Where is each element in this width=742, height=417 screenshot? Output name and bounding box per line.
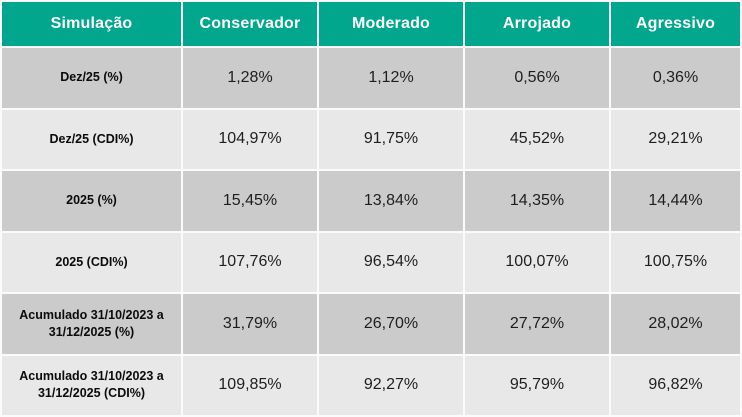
header-cell-simulacao: Simulação: [2, 2, 181, 46]
header-cell-agressivo: Agressivo: [611, 2, 740, 46]
cell-value: 96,54%: [319, 232, 463, 292]
cell-value: 109,85%: [183, 355, 317, 415]
cell-value: 15,45%: [183, 171, 317, 231]
cell-value: 0,36%: [611, 48, 740, 108]
table-body: Dez/25 (%) 1,28% 1,12% 0,56% 0,36% Dez/2…: [2, 48, 740, 415]
cell-value: 26,70%: [319, 294, 463, 354]
cell-value: 31,79%: [183, 294, 317, 354]
cell-value: 27,72%: [465, 294, 609, 354]
cell-value: 13,84%: [319, 171, 463, 231]
cell-value: 91,75%: [319, 109, 463, 169]
row-label: Acumulado 31/10/2023 a 31/12/2025 (CDI%): [2, 355, 181, 415]
cell-value: 1,28%: [183, 48, 317, 108]
cell-value: 1,12%: [319, 48, 463, 108]
row-label: 2025 (%): [2, 171, 181, 231]
cell-value: 45,52%: [465, 109, 609, 169]
cell-value: 100,75%: [611, 232, 740, 292]
row-label: 2025 (CDI%): [2, 232, 181, 292]
cell-value: 14,44%: [611, 171, 740, 231]
table-header: Simulação Conservador Moderado Arrojado …: [2, 2, 740, 46]
cell-value: 107,76%: [183, 232, 317, 292]
cell-value: 92,27%: [319, 355, 463, 415]
header-cell-arrojado: Arrojado: [465, 2, 609, 46]
table-row: Dez/25 (%) 1,28% 1,12% 0,56% 0,36%: [2, 48, 740, 108]
table-row: Acumulado 31/10/2023 a 31/12/2025 (CDI%)…: [2, 355, 740, 415]
header-cell-conservador: Conservador: [183, 2, 317, 46]
cell-value: 100,07%: [465, 232, 609, 292]
cell-value: 14,35%: [465, 171, 609, 231]
table-row: Dez/25 (CDI%) 104,97% 91,75% 45,52% 29,2…: [2, 109, 740, 169]
header-cell-moderado: Moderado: [319, 2, 463, 46]
cell-value: 96,82%: [611, 355, 740, 415]
header-row: Simulação Conservador Moderado Arrojado …: [2, 2, 740, 46]
table-row: 2025 (CDI%) 107,76% 96,54% 100,07% 100,7…: [2, 232, 740, 292]
table-row: 2025 (%) 15,45% 13,84% 14,35% 14,44%: [2, 171, 740, 231]
row-label: Dez/25 (CDI%): [2, 109, 181, 169]
cell-value: 28,02%: [611, 294, 740, 354]
table-row: Acumulado 31/10/2023 a 31/12/2025 (%) 31…: [2, 294, 740, 354]
row-label: Dez/25 (%): [2, 48, 181, 108]
cell-value: 0,56%: [465, 48, 609, 108]
cell-value: 95,79%: [465, 355, 609, 415]
cell-value: 104,97%: [183, 109, 317, 169]
row-label: Acumulado 31/10/2023 a 31/12/2025 (%): [2, 294, 181, 354]
cell-value: 29,21%: [611, 109, 740, 169]
